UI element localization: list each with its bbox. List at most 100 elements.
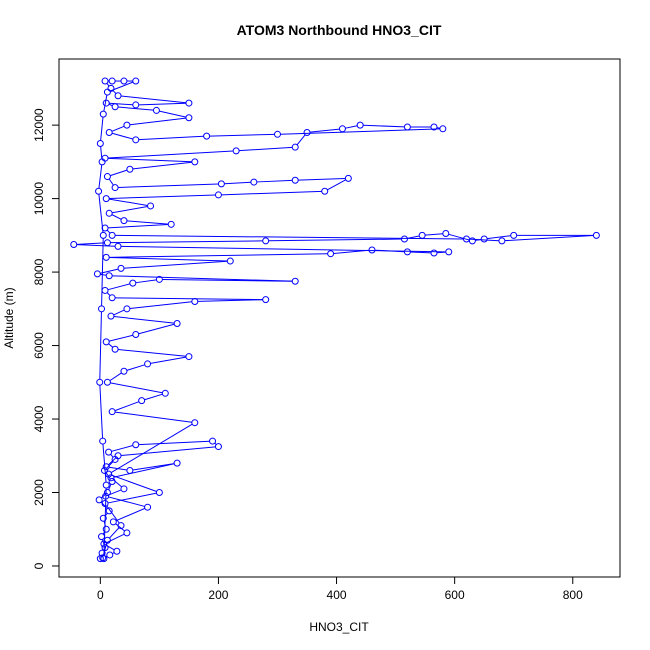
series-segment xyxy=(410,251,432,254)
data-point xyxy=(400,235,408,243)
data-point xyxy=(100,540,108,548)
data-point xyxy=(147,202,155,210)
data-point xyxy=(403,123,411,131)
data-point xyxy=(480,235,488,243)
data-point xyxy=(101,544,109,552)
series-segment xyxy=(115,507,146,522)
series-line xyxy=(76,80,594,558)
data-point xyxy=(132,101,140,109)
data-point xyxy=(226,257,234,265)
data-point xyxy=(108,477,116,485)
data-point xyxy=(132,441,140,449)
series-segment xyxy=(118,106,154,111)
x-axis-label: HNO3_CIT xyxy=(309,620,369,634)
data-point xyxy=(99,514,107,522)
data-point xyxy=(498,237,506,245)
data-point xyxy=(217,180,225,188)
series-segment xyxy=(115,234,464,240)
series-segment xyxy=(107,283,131,291)
data-point xyxy=(123,121,131,129)
series-segment xyxy=(108,150,234,159)
data-point xyxy=(327,250,335,258)
data-point xyxy=(103,489,111,497)
series-segment xyxy=(76,242,105,245)
series-segment xyxy=(436,127,441,129)
data-point xyxy=(510,231,518,239)
series-segment xyxy=(135,279,157,284)
data-point xyxy=(214,443,222,451)
series-segment xyxy=(112,275,293,282)
data-point xyxy=(103,88,111,96)
data-point xyxy=(430,249,438,257)
series-segment xyxy=(224,181,251,185)
data-point xyxy=(368,246,376,254)
data-point xyxy=(214,191,222,199)
data-point xyxy=(99,110,107,118)
series-segment xyxy=(121,245,446,253)
series-segment xyxy=(76,244,116,247)
data-point xyxy=(462,235,470,243)
data-point xyxy=(120,367,128,375)
data-point xyxy=(155,275,163,283)
data-point xyxy=(109,518,117,526)
data-point xyxy=(102,99,110,107)
series-segment xyxy=(120,446,216,456)
y-tick-label: 4000 xyxy=(32,405,46,432)
series-segment xyxy=(298,178,346,181)
data-point xyxy=(102,481,110,489)
data-point xyxy=(445,248,453,256)
data-point xyxy=(262,237,270,245)
series-segment xyxy=(363,124,405,128)
data-point xyxy=(155,489,163,497)
data-point xyxy=(123,305,131,313)
data-point xyxy=(101,286,109,294)
data-point xyxy=(303,128,311,136)
data-point xyxy=(102,463,110,471)
data-point xyxy=(144,360,152,368)
y-tick-label: 8000 xyxy=(32,258,46,285)
series-segment xyxy=(197,299,263,302)
series-segment xyxy=(111,445,134,452)
data-point xyxy=(439,125,447,133)
series-segment xyxy=(110,382,163,394)
data-point xyxy=(101,224,109,232)
data-point xyxy=(95,187,103,195)
series-segment xyxy=(101,494,106,499)
series-segment xyxy=(108,178,114,186)
series-segment xyxy=(111,125,125,132)
series-segment xyxy=(268,238,402,242)
series-segment xyxy=(138,135,204,141)
series-segment xyxy=(115,523,125,532)
series-segment xyxy=(100,273,107,276)
data-point xyxy=(103,173,111,181)
data-point xyxy=(105,448,113,456)
series-segment xyxy=(115,411,192,423)
series-segment xyxy=(99,385,104,439)
series-segment xyxy=(106,461,114,469)
data-point xyxy=(442,230,450,238)
data-point xyxy=(152,106,160,114)
series-segment xyxy=(138,323,175,335)
series-segment xyxy=(100,146,103,159)
data-point xyxy=(103,536,111,544)
data-point xyxy=(592,231,600,239)
series-segment xyxy=(111,132,134,140)
data-point xyxy=(120,485,128,493)
series-segment xyxy=(106,533,125,544)
series-segment xyxy=(114,401,140,412)
data-point xyxy=(107,474,115,482)
series-segment xyxy=(469,238,499,242)
data-point xyxy=(132,77,140,85)
x-tick-label: 800 xyxy=(563,588,583,602)
series-segment xyxy=(118,183,219,188)
series-segment xyxy=(113,315,175,324)
data-point xyxy=(93,270,101,278)
data-point xyxy=(100,555,108,563)
series-segment xyxy=(99,311,102,380)
data-point xyxy=(105,470,113,478)
data-point xyxy=(173,459,181,467)
data-point xyxy=(102,195,110,203)
data-point xyxy=(273,130,281,138)
data-point xyxy=(209,437,217,445)
